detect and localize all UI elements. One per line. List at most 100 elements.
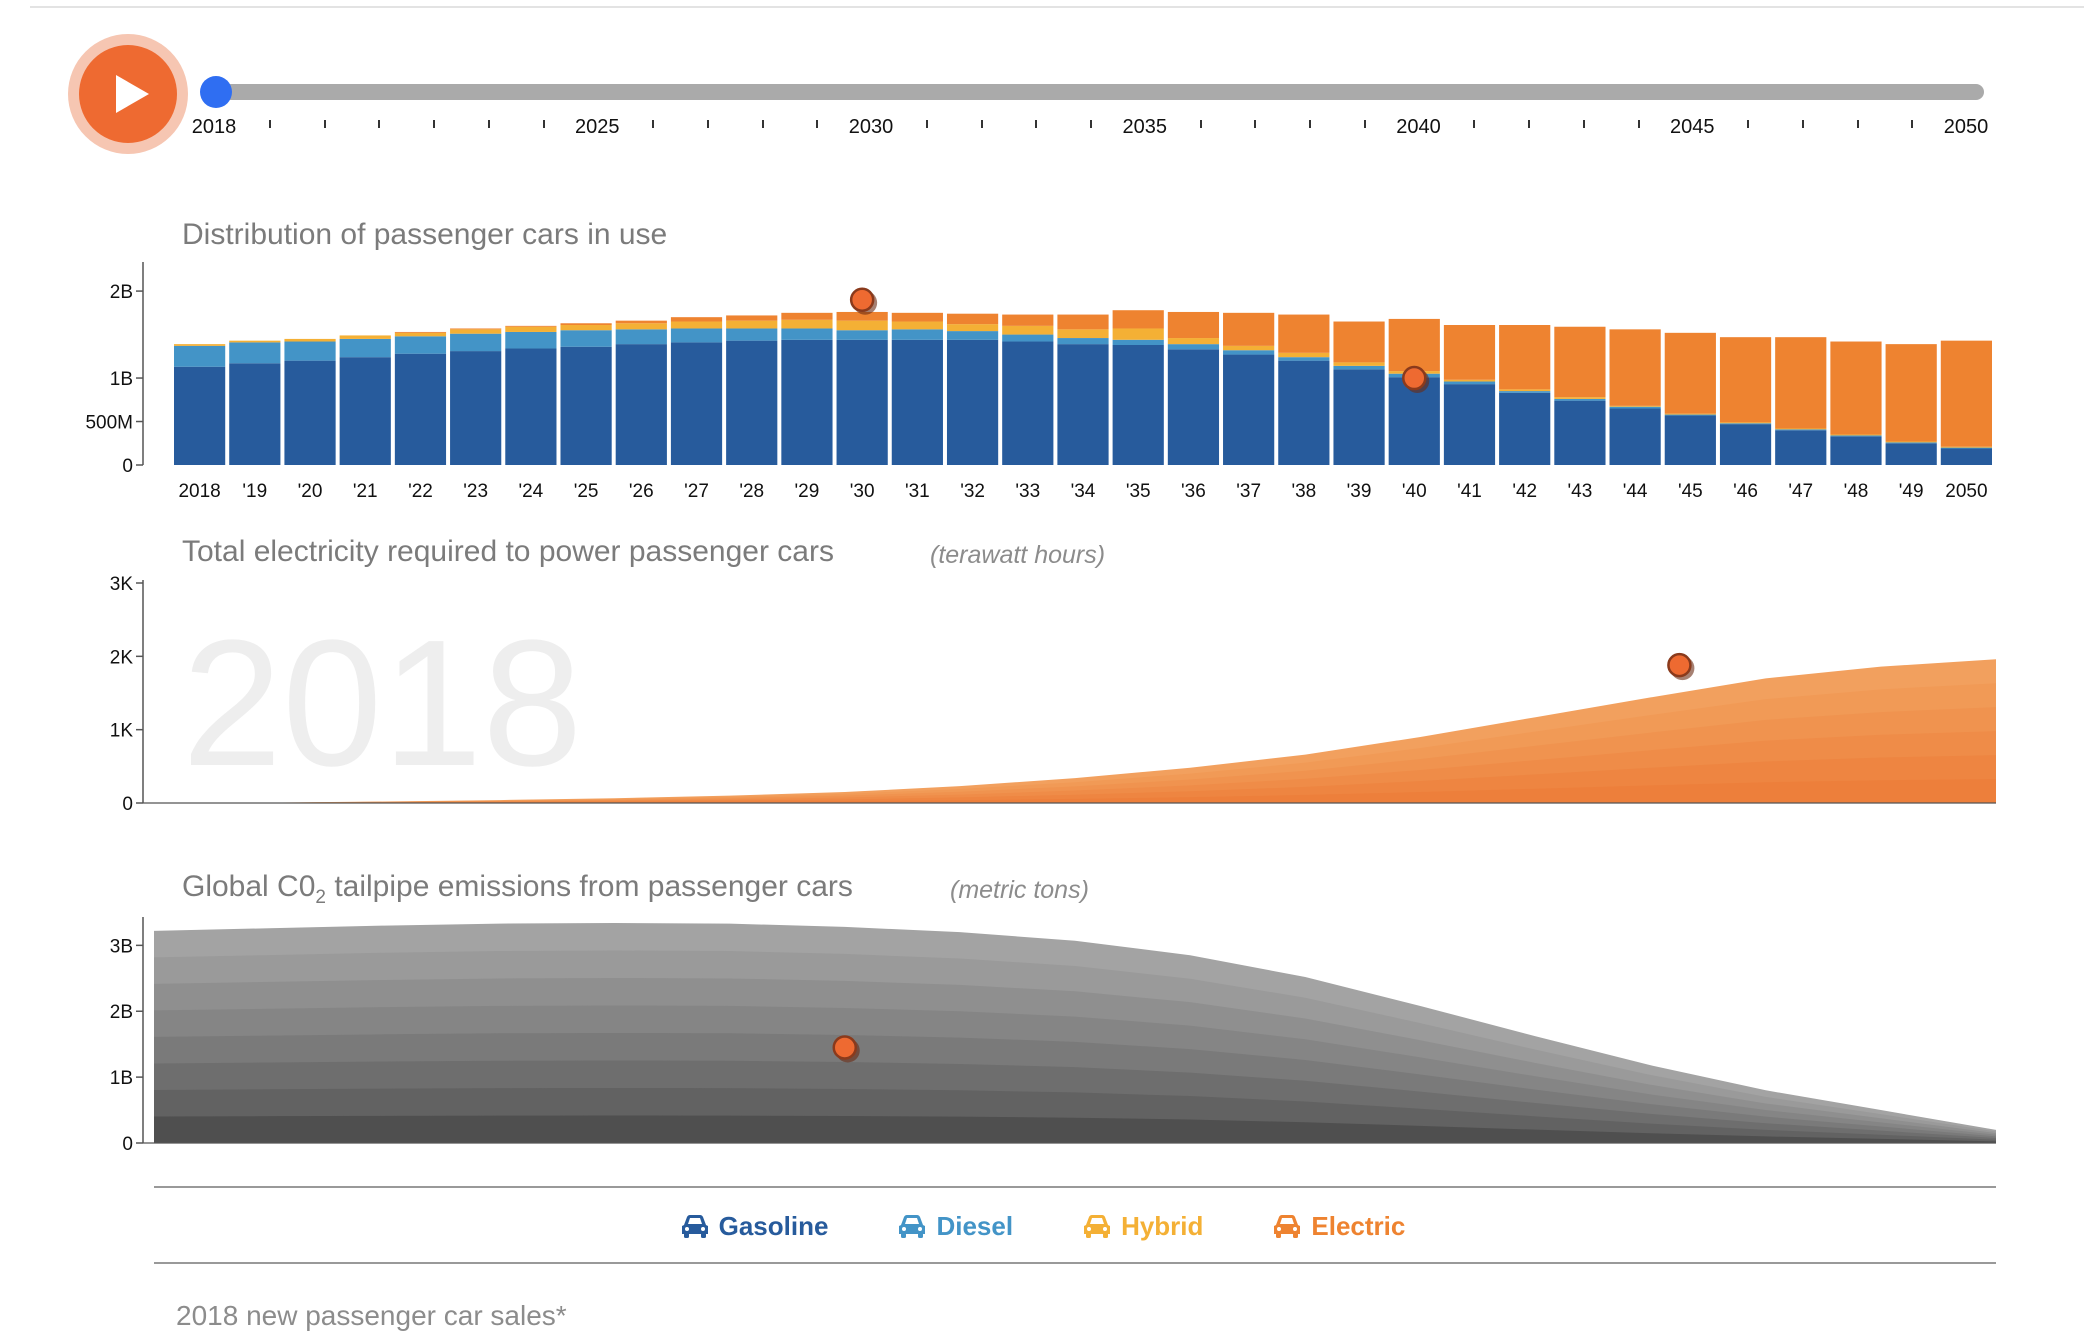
bar-segment-diesel (1002, 334, 1054, 342)
bar-segment-diesel (1775, 429, 1827, 431)
x-tick-label: '39 (1347, 481, 1372, 502)
play-icon (115, 75, 149, 113)
timeline-tick-mark (1035, 120, 1038, 128)
timeline-tick-mark (925, 120, 928, 128)
x-tick-label: '30 (850, 481, 875, 502)
timeline-year-label[interactable]: 2035 (1122, 116, 1168, 138)
bar-segment-electric (1830, 341, 1882, 435)
bar-segment-gasoline (229, 363, 281, 465)
bar-segment-diesel (1719, 423, 1772, 425)
bar-segment-gasoline (1057, 344, 1109, 465)
bar-segment-diesel (891, 329, 943, 340)
legend-label: Electric (1311, 1210, 1406, 1241)
timeline-tick-mark (378, 120, 381, 128)
emissions-chart: 0 1B 2B 3B (110, 917, 1996, 1155)
bar-segment-electric (1775, 337, 1827, 429)
x-tick-label: '23 (463, 481, 488, 502)
highlight-marker (1402, 365, 1427, 391)
top-divider (30, 6, 2084, 8)
timeline-year-label[interactable]: 2030 (848, 116, 894, 138)
highlight-marker (832, 1035, 857, 1060)
bar-segment-electric (670, 317, 723, 322)
bar-segment-hybrid (1940, 446, 1992, 448)
bar-segment-diesel (615, 329, 667, 345)
x-tick-label: '41 (1457, 481, 1482, 502)
timeline-year-label[interactable]: 2045 (1670, 116, 1715, 138)
car-icon (1274, 1215, 1301, 1238)
bar-segment-diesel (284, 341, 336, 361)
timeline-tick-mark (323, 120, 326, 128)
y-tick-label: 500M (85, 413, 133, 434)
bar-segment-diesel (450, 333, 502, 352)
bar-segment-diesel (229, 342, 281, 364)
bar-segment-gasoline (284, 360, 336, 465)
bar-segment-diesel (1443, 381, 1496, 385)
bar-segment-hybrid (284, 338, 336, 342)
timeline-tick-mark (1637, 120, 1640, 128)
timeline-year-label[interactable]: 2025 (575, 116, 620, 138)
bar-segment-hybrid (670, 321, 723, 329)
x-tick-label: '29 (795, 481, 820, 502)
bar-segment-hybrid (1499, 389, 1551, 392)
x-tick-label: '33 (1015, 481, 1040, 502)
bar-segment-electric (1223, 312, 1275, 346)
bar-segment-electric (1443, 325, 1496, 380)
bar-segment-electric (1554, 326, 1606, 398)
timeline-tick-mark (1911, 120, 1914, 128)
bar-segment-electric (1664, 332, 1716, 414)
bar-segment-electric (836, 311, 888, 321)
bar-segment-gasoline (781, 339, 833, 465)
legend-item-electric[interactable]: Electric (1271, 1208, 1405, 1244)
bar-segment-diesel (1333, 365, 1385, 370)
bar-segment-electric (1940, 340, 1992, 447)
car-icon (681, 1215, 708, 1238)
sales-section-title: 2018 new passenger car sales* (176, 1300, 567, 1331)
timeline-tick-mark (761, 120, 764, 128)
timeline-slider-track[interactable] (206, 84, 1984, 100)
timeline-year-label[interactable]: 2018 (191, 116, 237, 138)
highlight-marker (1667, 652, 1692, 678)
bar-segment-hybrid (1223, 345, 1275, 351)
x-tick-label: '42 (1512, 481, 1537, 502)
y-tick-label: 0 (122, 794, 133, 815)
bar-segment-gasoline (1554, 400, 1606, 465)
bar-segment-gasoline (1333, 369, 1385, 465)
timeline-slider-handle[interactable] (200, 76, 232, 108)
play-button[interactable] (68, 34, 188, 154)
y-tick-label: 1B (110, 1068, 133, 1089)
cars-chart-title: Distribution of passenger cars in use (182, 218, 668, 251)
electricity-chart-unit: (terawatt hours) (930, 541, 1106, 569)
bar-segment-electric (726, 315, 778, 321)
timeline-year-label[interactable]: 2050 (1943, 116, 1989, 138)
bar-segment-gasoline (505, 348, 557, 465)
timeline-tick-mark (816, 120, 819, 128)
bar-segment-hybrid (891, 321, 943, 330)
bar-segment-hybrid (1002, 325, 1054, 335)
legend-item-diesel[interactable]: Diesel (896, 1208, 1013, 1244)
bar-segment-gasoline (615, 344, 667, 465)
bar-segment-diesel (1167, 344, 1220, 350)
legend-item-gasoline[interactable]: Gasoline (679, 1208, 828, 1244)
electricity-chart-title: Total electricity required to power pass… (182, 535, 834, 568)
timeline-tick-mark (1363, 120, 1366, 128)
bar-segment-electric (560, 323, 612, 325)
cars-distribution-chart: 0 500M 1B 2B 2018 '19 '20 '21 '22 '23 '24 '25 '26 '27… (85, 262, 1992, 502)
electricity-chart: 2018 0 1K 2K 3K (110, 574, 1996, 815)
x-tick-label: '35 (1126, 481, 1151, 502)
emissions-title-rest: tailpipe emissions from passenger cars (325, 870, 853, 903)
legend-item-hybrid[interactable]: Hybrid (1081, 1208, 1203, 1244)
area-band (154, 779, 1996, 803)
area-band (154, 1115, 1996, 1143)
x-tick-label: '48 (1844, 481, 1869, 502)
timeline-year-label[interactable]: 2040 (1396, 116, 1441, 138)
y-tick-label: 3K (110, 574, 134, 595)
timeline-tick-mark (980, 120, 983, 128)
bar-segment-gasoline (1775, 430, 1827, 465)
bar-segment-hybrid (174, 344, 226, 346)
bar-segment-gasoline (891, 339, 943, 465)
bar-segment-hybrid (1719, 422, 1772, 424)
bar-segment-diesel (1499, 391, 1551, 393)
bar-segment-gasoline (1112, 345, 1164, 465)
y-tick-label: 0 (122, 456, 133, 477)
bar-segment-hybrid (1885, 441, 1937, 443)
